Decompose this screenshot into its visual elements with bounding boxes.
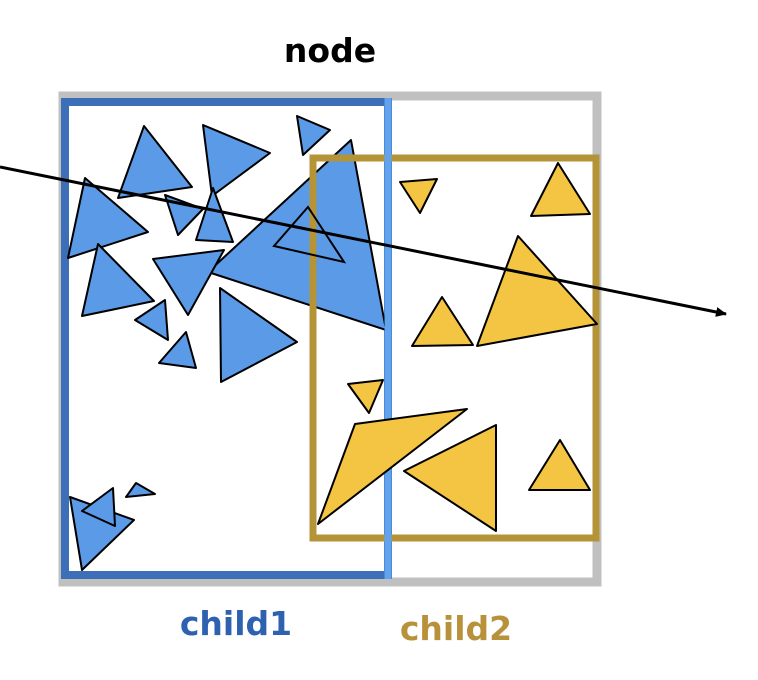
- blue-triangle: [202, 124, 271, 197]
- yellow-triangle: [411, 296, 474, 347]
- blue-triangle: [67, 177, 149, 259]
- yellow-triangle: [347, 379, 384, 414]
- ray-arrow: [0, 165, 727, 317]
- blue-triangle: [219, 287, 298, 383]
- node-label: node: [284, 31, 376, 70]
- blue-triangle: [195, 187, 234, 243]
- child2-label: child2: [400, 609, 512, 648]
- blue-triangle: [152, 249, 225, 316]
- yellow-triangle: [530, 162, 591, 217]
- blue-triangle: [164, 194, 204, 236]
- child2-bounding-box: [309, 154, 600, 542]
- yellow-triangle: [403, 424, 497, 532]
- yellow-triangle: [399, 178, 438, 214]
- child2-triangles: [317, 162, 598, 532]
- blue-triangle: [207, 139, 387, 331]
- blue-triangle: [117, 125, 193, 199]
- child1-label: child1: [180, 604, 292, 643]
- blue-triangle: [296, 115, 331, 156]
- child1-triangles: [67, 115, 387, 571]
- blue-triangle: [81, 243, 155, 317]
- blue-triangle: [134, 299, 169, 341]
- blue-triangle: [158, 331, 197, 369]
- yellow-triangle: [528, 439, 591, 491]
- blue-triangle: [81, 487, 116, 527]
- blue-triangle: [125, 482, 156, 498]
- yellow-triangle: [476, 235, 598, 347]
- yellow-triangle: [317, 408, 468, 525]
